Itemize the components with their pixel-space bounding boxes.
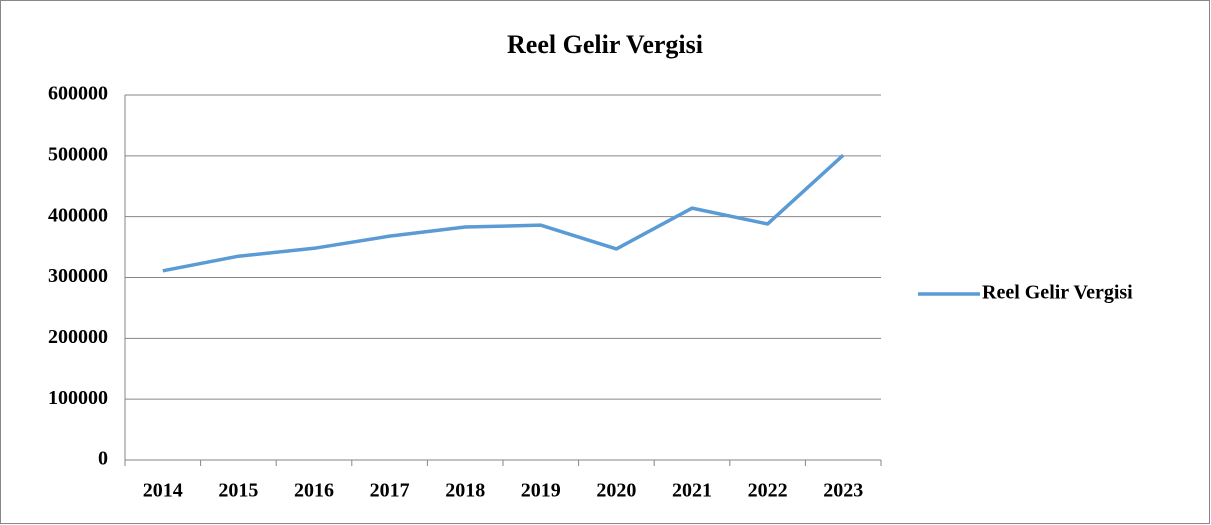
legend-label: Reel Gelir Vergisi — [982, 282, 1133, 304]
x-tick-label: 2017 — [370, 480, 410, 502]
x-tick-label: 2022 — [748, 480, 788, 502]
x-tick-label: 2021 — [672, 480, 712, 502]
chart-title: Reel Gelir Vergisi — [507, 30, 703, 59]
y-tick-label: 500000 — [48, 143, 108, 165]
y-tick-label: 600000 — [48, 83, 108, 105]
y-tick-label: 300000 — [48, 265, 108, 287]
y-tick-label: 0 — [98, 448, 108, 470]
y-tick-label: 400000 — [48, 204, 108, 226]
x-tick-label: 2023 — [823, 480, 863, 502]
y-tick-label: 200000 — [48, 326, 108, 348]
x-tick-label: 2014 — [143, 480, 183, 502]
x-tick-label: 2016 — [294, 480, 334, 502]
y-tick-label: 100000 — [48, 387, 108, 409]
data-line — [162, 153, 845, 273]
x-tick-label: 2018 — [445, 480, 485, 502]
x-tick-label: 2015 — [218, 480, 258, 502]
x-tick-label: 2019 — [521, 480, 561, 502]
x-tick-label: 2020 — [596, 480, 636, 502]
